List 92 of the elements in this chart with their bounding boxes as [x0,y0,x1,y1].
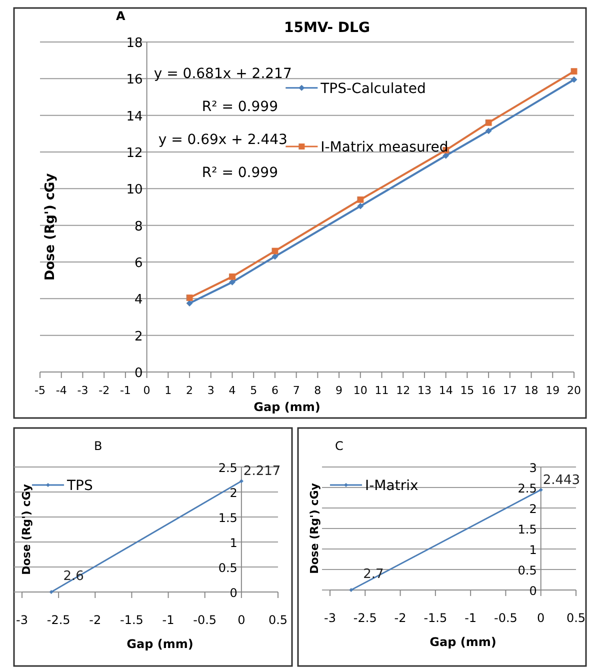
x-tick-label: 2 [186,384,194,397]
x-tick-label: -4 [56,384,67,397]
y-axis-title: Dose (Rg') cGy [308,483,321,574]
y-tick-label: 1.5 [518,522,537,536]
x-tick-label: -3 [16,613,28,627]
y-tick-label: 6 [134,256,143,271]
y-tick-label: 2.5 [218,461,238,475]
x-tick-label: 11 [374,384,389,397]
annotation: 2.7 [363,567,384,582]
chart-title: 15MV- DLG [284,20,370,36]
y-tick-label: 0.5 [218,561,238,575]
y-axis-title: Dose (Rg') cGy [43,172,58,281]
x-tick-label: 8 [314,384,322,397]
point [229,278,236,286]
x-tick-label: 6 [271,384,278,397]
point [485,128,492,134]
x-tick-label: -2 [394,611,406,625]
y-tick-label: 2.5 [518,482,537,496]
x-tick-label: 13 [417,384,432,397]
legend-label: TPS [66,478,93,494]
x-tick-label: 12 [396,384,410,397]
y-tick-label: 1 [230,536,238,550]
legend-label: I-Matrix [365,478,418,494]
point [442,152,450,159]
x-tick-label: -0.5 [193,613,217,627]
point [186,294,193,301]
point [570,68,578,75]
point [485,119,492,126]
x-tick-label: 0.5 [268,613,288,627]
annotation: y = 0.681x + 2.217 [154,66,292,82]
x-tick-label: -1 [120,384,131,397]
x-tick-label: 1 [164,384,172,397]
x-tick-label: -0.5 [494,611,518,625]
y-tick-label: 18 [126,36,143,51]
y-tick-label: 12 [126,146,143,161]
legend-label: TPS-Calculated [320,80,426,97]
y-tick-label: 0.5 [518,564,537,578]
y-axis-title: Dose (Rg') cGy [20,484,33,575]
x-tick-label: 17 [502,384,517,397]
data-label: 2.443 [542,472,580,488]
y-tick-label: 8 [134,219,143,234]
y-tick-label: 2 [230,486,238,500]
x-tick-label: -2.5 [46,613,70,627]
x-tick-label: 0.5 [566,611,586,625]
legend-label: I-Matrix measured [320,140,448,156]
y-tick-label: 2 [529,502,537,516]
x-tick-label: -3 [77,384,88,397]
x-tick-label: 16 [482,384,496,397]
x-tick-label: 5 [250,384,258,397]
y-tick-label: 2 [134,329,143,344]
x-tick-label: -5 [34,384,46,397]
x-tick-label: -1 [464,611,477,625]
x-axis-title: Gap (mm) [430,635,496,649]
x-tick-label: 14 [438,384,453,397]
text: B [94,439,102,453]
data-label: 2.217 [243,464,281,480]
x-tick-label: -1 [162,613,174,627]
y-tick-label: 16 [126,72,143,88]
x-tick-label: -2.5 [353,611,377,625]
x-axis-title: Gap (mm) [254,400,320,414]
point [357,202,364,210]
point [229,273,236,280]
x-tick-label: 20 [567,384,581,397]
point [272,253,278,260]
y-tick-label: 0 [529,584,537,598]
x-tick-label: -1.5 [120,613,144,627]
x-tick-label: 15 [460,384,474,397]
y-tick-label: 14 [126,109,143,124]
y-tick-label: 4 [134,292,143,308]
x-tick-label: 9 [336,384,343,397]
y-tick-label: 1.5 [218,511,238,525]
text: C [335,439,344,453]
annotation: R² = 0.999 [202,165,278,182]
annotation: y = 0.69x + 2.443 [158,132,288,148]
x-tick-label: 3 [207,384,214,397]
point [570,76,578,83]
y-tick-label: 3 [529,461,537,475]
x-tick-label: 7 [292,384,300,397]
text: A [116,9,126,23]
x-tick-label: 19 [546,384,560,397]
y-tick-label: 0 [134,366,143,381]
x-tick-label: -2 [98,384,110,397]
x-tick-label: -1.5 [424,611,448,625]
point [357,196,364,203]
x-tick-label: 10 [353,384,368,397]
y-tick-label: 0 [230,586,238,600]
annotation: R² = 0.999 [202,99,278,116]
x-tick-label: -3 [324,611,336,625]
y-tick-label: 1 [529,543,537,557]
x-tick-label: -2 [89,613,102,627]
y-tick-label: 10 [126,182,143,198]
x-axis-title: Gap (mm) [126,637,194,651]
